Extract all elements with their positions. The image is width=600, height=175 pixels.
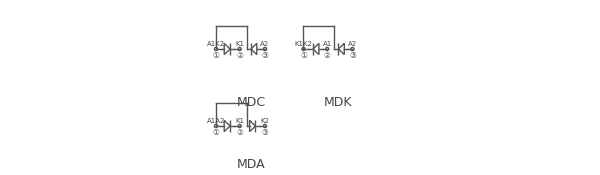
Text: A2: A2 [348,41,357,47]
Text: K1: K1 [235,118,244,124]
Text: A1A2: A1A2 [207,118,225,124]
Text: MDK: MDK [324,96,353,108]
Text: K1: K1 [235,41,244,47]
Text: ③: ③ [262,128,268,137]
Text: MDC: MDC [236,96,266,108]
Text: ③: ③ [262,51,268,60]
Text: A1: A1 [323,41,332,47]
Text: ②: ② [236,128,243,137]
Text: ②: ② [236,51,243,60]
Text: A2: A2 [260,41,269,47]
Text: ②: ② [323,51,331,60]
Text: ①: ① [300,51,307,60]
Text: K1K2: K1K2 [295,41,313,47]
Text: A1K2: A1K2 [207,41,225,47]
Text: ①: ① [212,128,220,137]
Text: ①: ① [212,51,220,60]
Text: MDA: MDA [236,159,265,172]
Text: K2: K2 [260,118,269,124]
Text: ③: ③ [349,51,356,60]
